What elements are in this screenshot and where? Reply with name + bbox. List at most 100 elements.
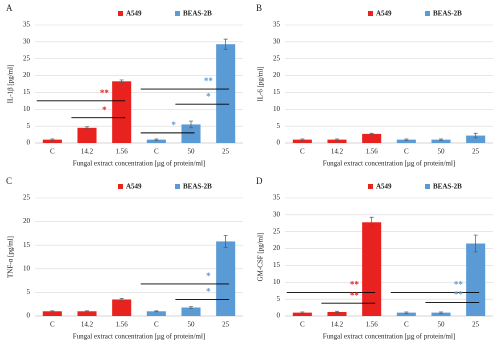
- error-bar: [189, 306, 193, 309]
- bar: [431, 139, 451, 143]
- y-tick-label: 25: [23, 194, 31, 202]
- bar: [431, 312, 451, 316]
- bar: [146, 311, 166, 316]
- error-bar: [154, 138, 159, 141]
- error-bar: [85, 310, 89, 313]
- x-tick-label: 1.56: [366, 321, 379, 329]
- y-tick-label: 15: [23, 88, 31, 96]
- x-tick-label: 14.2: [331, 148, 344, 156]
- x-axis-label: Fungal extract concentration [µg of prot…: [323, 160, 456, 168]
- x-tick-label: C: [300, 321, 305, 329]
- significance-stars: *: [206, 271, 211, 281]
- x-tick-label: 1.56: [116, 148, 129, 156]
- x-tick-label: 25: [222, 321, 230, 329]
- panel-label: C: [6, 176, 12, 186]
- significance-stars: **: [350, 279, 360, 289]
- legend-swatch: [175, 11, 180, 16]
- y-tick-label: 5: [277, 122, 281, 130]
- significance-stars: *: [206, 91, 211, 101]
- bar: [181, 307, 201, 316]
- significance-stars: *: [102, 105, 107, 115]
- bar: [362, 133, 382, 143]
- y-tick-label: 0: [27, 139, 31, 147]
- error-bar: [439, 138, 443, 141]
- y-tick-label: 35: [273, 194, 281, 202]
- y-tick-label: 0: [277, 312, 281, 320]
- y-tick-label: 35: [23, 21, 31, 29]
- legend-label: A549: [376, 10, 392, 18]
- x-tick-label: 1.56: [366, 148, 379, 156]
- bar: [77, 311, 97, 316]
- x-axis-label: Fungal extract concentration [µg of prot…: [73, 160, 206, 168]
- y-tick-label: 25: [273, 227, 281, 235]
- significance-stars: **: [454, 290, 464, 300]
- error-bar: [223, 234, 228, 248]
- error-bar: [300, 311, 305, 314]
- bar: [112, 81, 132, 143]
- y-tick-label: 15: [273, 261, 281, 269]
- y-tick-label: 5: [277, 295, 281, 303]
- bar: [327, 139, 347, 143]
- x-tick-label: 1.56: [116, 321, 129, 329]
- bar: [216, 44, 236, 143]
- legend-label: A549: [126, 183, 142, 191]
- x-tick-label: 25: [222, 148, 230, 156]
- y-tick-label: 20: [23, 217, 31, 225]
- y-tick-label: 20: [273, 71, 281, 79]
- x-tick-label: 50: [188, 321, 196, 329]
- legend-swatch: [118, 184, 123, 189]
- x-tick-label: C: [404, 321, 409, 329]
- bar: [112, 299, 132, 316]
- y-tick-label: 15: [273, 88, 281, 96]
- panel-label: B: [256, 3, 262, 13]
- error-bar: [473, 234, 478, 253]
- bar: [466, 243, 486, 316]
- error-bar: [119, 79, 124, 84]
- error-bar: [50, 310, 55, 313]
- bar: [327, 311, 347, 316]
- bar: [146, 139, 166, 143]
- y-tick-label: 10: [273, 105, 281, 113]
- bar: [42, 139, 62, 143]
- y-tick-label: 15: [23, 241, 31, 249]
- bar: [396, 312, 416, 316]
- error-bar: [473, 132, 478, 139]
- y-axis-label: IL-1β [pg/ml]: [7, 65, 15, 104]
- significance-stars: **: [100, 88, 110, 98]
- error-bar: [404, 138, 409, 141]
- x-tick-label: C: [50, 321, 55, 329]
- legend-swatch: [175, 184, 180, 189]
- bar: [292, 139, 312, 143]
- error-bar: [50, 138, 55, 141]
- bar: [362, 222, 382, 316]
- x-axis-label: Fungal extract concentration [µg of prot…: [73, 333, 206, 341]
- y-tick-label: 25: [23, 54, 31, 62]
- significance-stars: **: [204, 76, 214, 86]
- y-tick-label: 10: [273, 278, 281, 286]
- x-axis-label: Fungal extract concentration [µg of prot…: [323, 333, 456, 341]
- significance-stars: *: [206, 287, 211, 297]
- y-tick-label: 20: [23, 71, 31, 79]
- error-bar: [439, 311, 443, 314]
- x-tick-label: 14.2: [331, 321, 344, 329]
- bar: [292, 312, 312, 316]
- legend-swatch: [425, 11, 430, 16]
- panel-label: D: [256, 176, 263, 186]
- y-tick-label: 0: [277, 139, 281, 147]
- y-axis-label: IL-6 [pg/ml]: [257, 66, 265, 101]
- error-bar: [223, 38, 228, 50]
- legend-swatch: [425, 184, 430, 189]
- legend-label: BEAS-2B: [183, 10, 212, 18]
- y-tick-label: 25: [273, 54, 281, 62]
- error-bar: [154, 310, 159, 313]
- x-tick-label: C: [300, 148, 305, 156]
- error-bar: [404, 311, 409, 314]
- significance-stars: **: [454, 279, 464, 289]
- y-tick-label: 20: [273, 244, 281, 252]
- error-bar: [335, 138, 339, 141]
- error-bar: [369, 132, 374, 135]
- y-tick-label: 30: [23, 37, 31, 45]
- bar: [216, 241, 236, 316]
- x-tick-label: 25: [472, 321, 480, 329]
